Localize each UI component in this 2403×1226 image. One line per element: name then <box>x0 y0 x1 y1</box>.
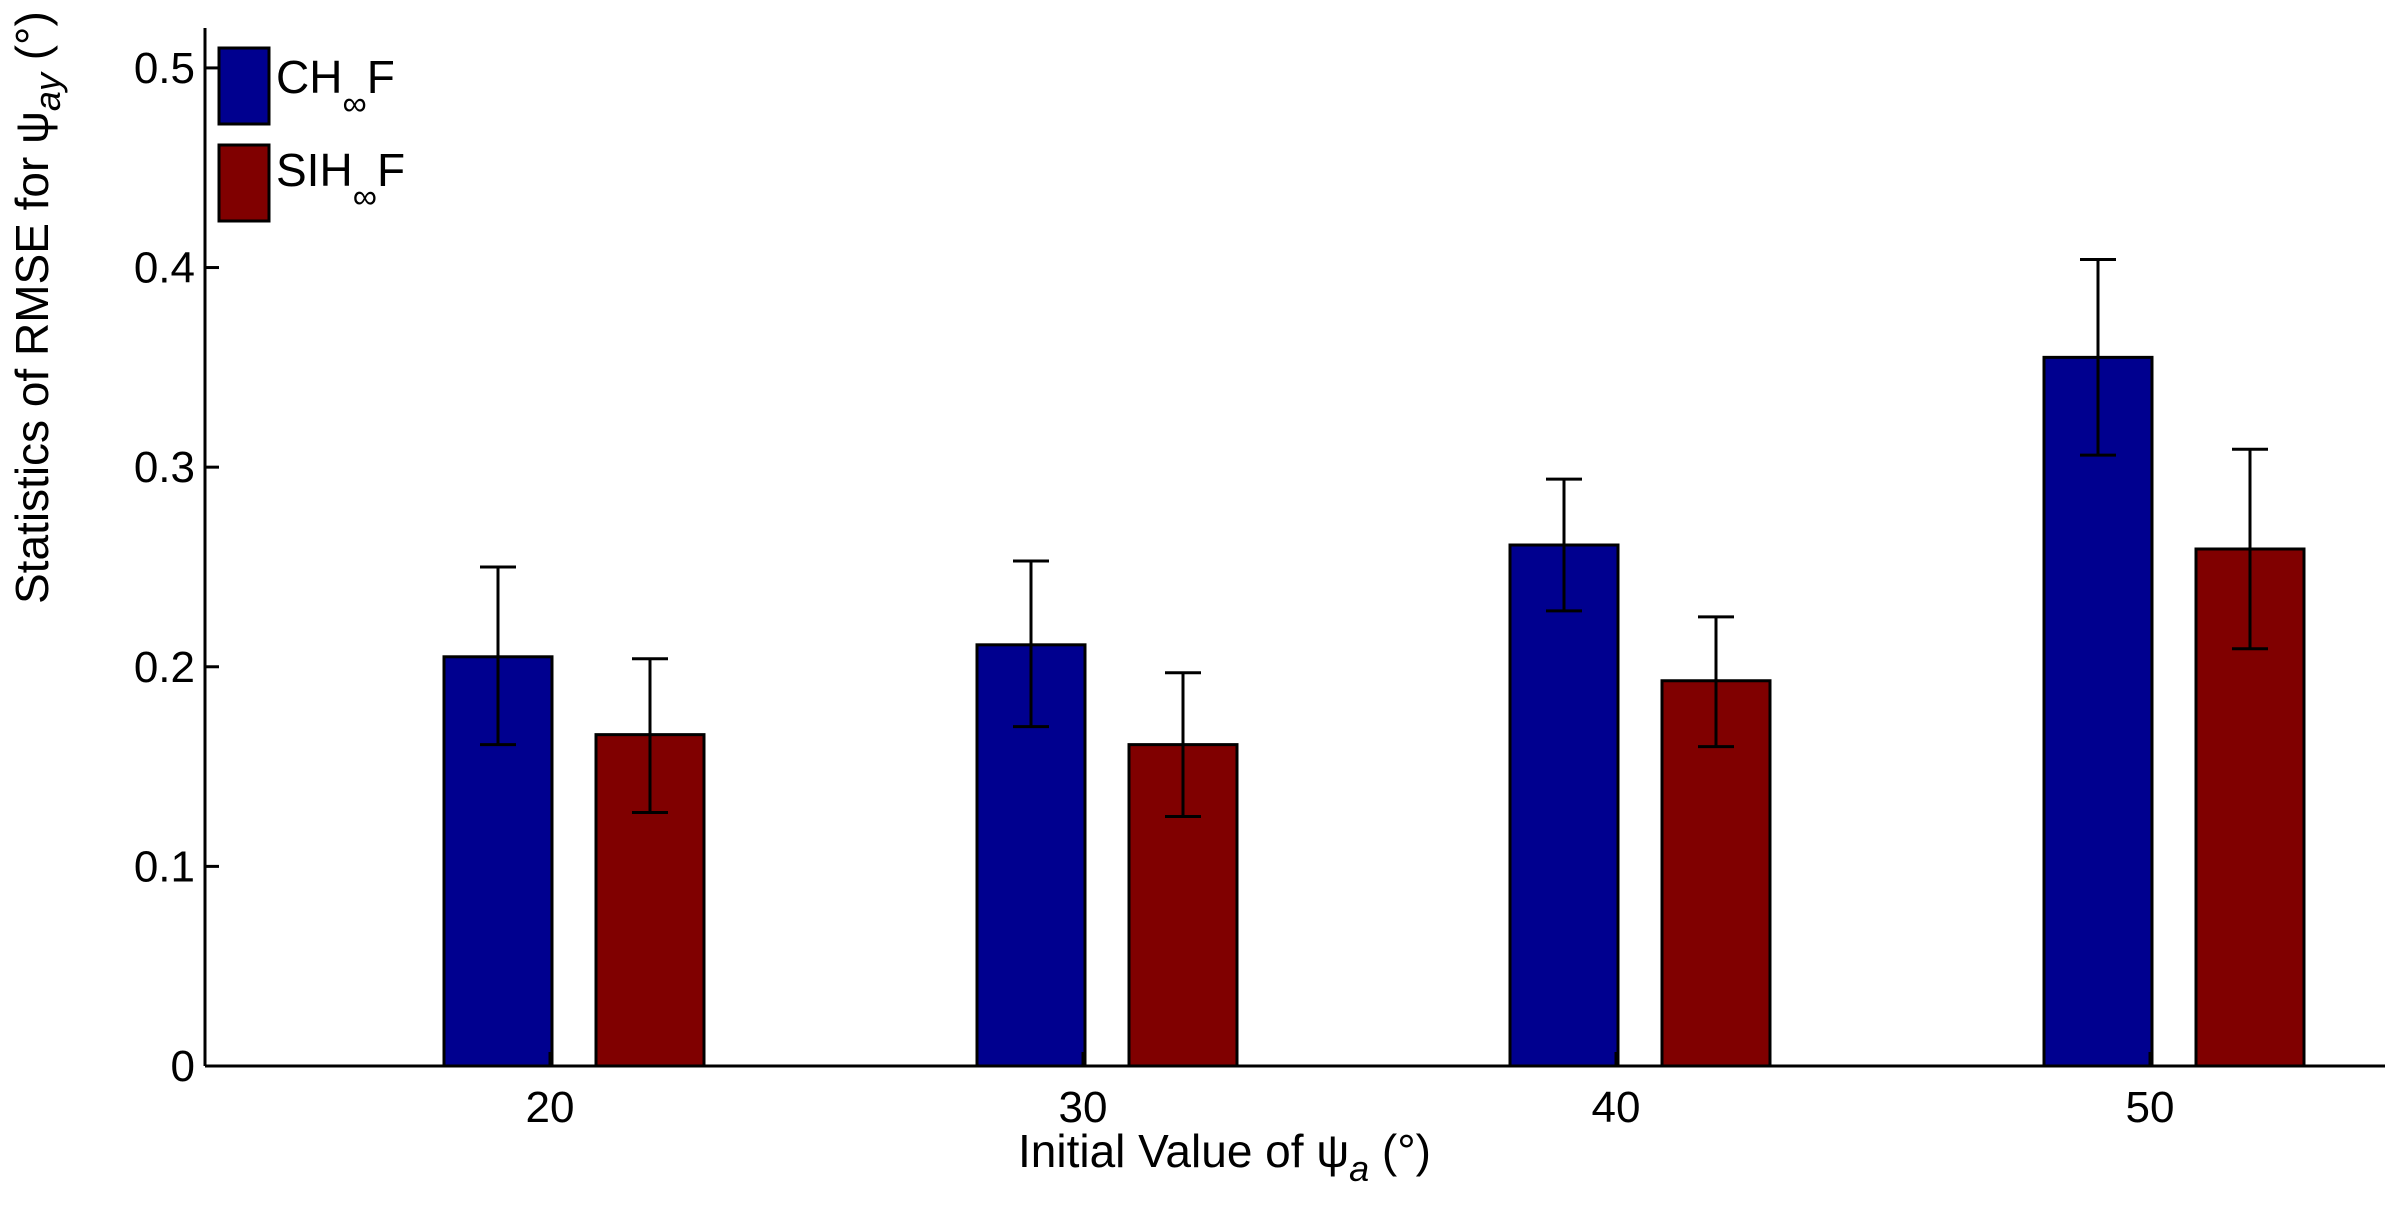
x-tick-label: 20 <box>526 1083 575 1132</box>
legend: CH∞F SIH∞F <box>217 46 405 223</box>
y-tick-label: 0.4 <box>134 244 195 293</box>
y-tick-label: 0.3 <box>134 443 195 492</box>
x-axis-title-subscript: a <box>1349 1148 1369 1189</box>
x-axis-title-symbol: ψ <box>1316 1125 1349 1177</box>
y-tick-label: 0.5 <box>134 44 195 93</box>
y-axis-title-subscript: ay <box>27 71 68 111</box>
error-bar-sih-40 <box>1698 615 1734 749</box>
y-tick-label: 0.1 <box>134 842 195 891</box>
axes <box>203 28 2385 1068</box>
y-axis-title-unit: (°) <box>6 11 58 73</box>
error-bar-sih-30 <box>1165 671 1201 818</box>
y-axis-title-symbol: ψ <box>6 111 58 144</box>
legend-label-sih-main: SIH <box>276 144 353 196</box>
x-tick-label: 50 <box>2126 1083 2175 1132</box>
x-tick-label: 40 <box>1592 1083 1641 1132</box>
y-tick-label: 0.2 <box>134 643 195 692</box>
error-bars-layer <box>480 258 2268 818</box>
x-axis-title-prefix: Initial Value of <box>1018 1125 1316 1177</box>
legend-label-sih: SIH∞F <box>276 144 405 216</box>
legend-label-sih-tail: F <box>377 144 405 196</box>
error-bar-ch-20 <box>480 565 516 747</box>
error-bar-ch-50 <box>2080 258 2116 457</box>
bars-layer <box>442 355 2306 1068</box>
x-tick-label: 30 <box>1059 1083 1108 1132</box>
x-axis-title-unit: (°) <box>1369 1125 1431 1177</box>
x-axis-title: Initial Value of ψa (°) <box>1018 1125 1431 1189</box>
legend-swatch-ch <box>217 46 271 126</box>
error-bar-sih-50 <box>2232 447 2268 651</box>
y-ticks: 0 0.1 0.2 0.3 0.4 0.5 <box>134 44 219 1091</box>
bar-ch-40 <box>1508 543 1620 1068</box>
legend-label-ch-main: CH <box>276 51 342 103</box>
y-tick-label: 0 <box>171 1042 195 1091</box>
legend-label-sih-sub: ∞ <box>353 178 377 216</box>
y-axis-title: Statistics of RMSE for ψay (°) <box>6 11 68 604</box>
y-axis-title-prefix: Statistics of RMSE for <box>6 144 58 604</box>
error-bar-ch-30 <box>1013 559 1049 729</box>
legend-label-ch: CH∞F <box>276 51 395 123</box>
legend-swatch-sih <box>217 143 271 223</box>
error-bar-ch-40 <box>1546 477 1582 613</box>
legend-label-ch-tail: F <box>367 51 395 103</box>
x-ticks: 20 30 40 50 <box>526 1052 2175 1132</box>
legend-label-ch-sub: ∞ <box>342 85 366 123</box>
bar-sih-30 <box>1127 743 1239 1068</box>
error-bar-sih-20 <box>632 657 668 814</box>
bar-ch-50 <box>2042 355 2154 1068</box>
